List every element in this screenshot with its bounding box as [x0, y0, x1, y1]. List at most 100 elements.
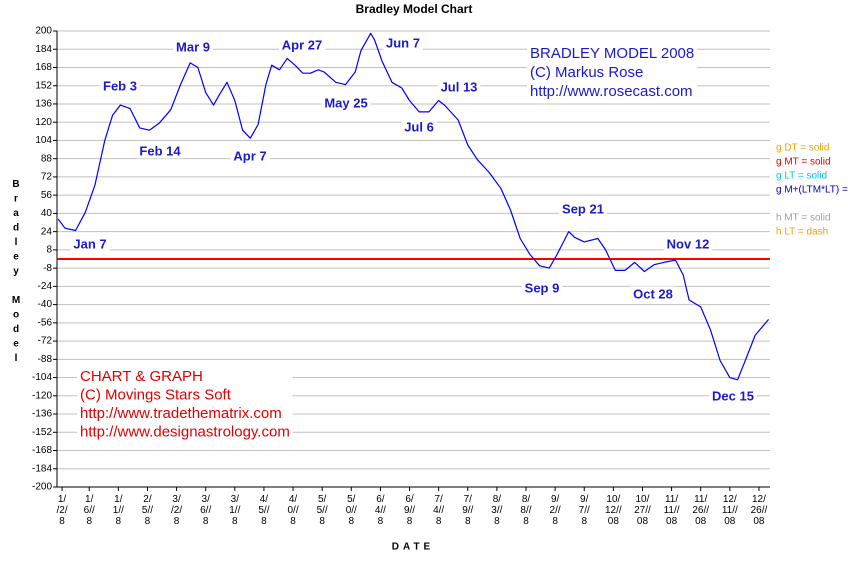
x-tick-label: 2/5//8 — [142, 494, 153, 527]
legend-entry: g DT = solid — [776, 143, 829, 154]
legend-entry: g LT = solid — [776, 171, 827, 182]
annotation-text: Jul 13 — [441, 79, 478, 94]
annotation-text: Dec 15 — [712, 388, 754, 403]
y-tick-label: 200 — [35, 26, 52, 37]
annotation: Jul 13 — [437, 79, 481, 95]
annotation: Jul 6 — [401, 119, 437, 135]
annotation-text: Nov 12 — [667, 236, 710, 251]
annotation-text: Oct 28 — [633, 286, 673, 301]
x-tick-label: 6/4//8 — [375, 494, 386, 527]
text-block-line: http://www.rosecast.com — [530, 83, 693, 100]
annotation-text: May 25 — [324, 95, 367, 110]
x-tick-label: 3/1//8 — [229, 494, 240, 527]
y-tick-label: -56 — [38, 317, 53, 328]
text-block-line: (C) Markus Rose — [530, 64, 643, 81]
y-tick-label: 8 — [46, 245, 52, 256]
y-tick-label: 184 — [35, 44, 52, 55]
x-tick-label: 7/9//8 — [462, 494, 473, 527]
x-tick-label: 12/11//08 — [722, 494, 738, 527]
y-tick-label: 72 — [41, 172, 53, 183]
y-tick-label: -104 — [32, 372, 52, 383]
y-tick-label: -168 — [32, 445, 52, 456]
line-series — [57, 32, 770, 381]
x-tick-label: 1/1//8 — [113, 494, 124, 527]
annotation: May 25 — [321, 95, 371, 111]
annotation: Oct 28 — [630, 286, 676, 302]
y-tick-label: -152 — [32, 427, 52, 438]
annotation: Dec 15 — [709, 388, 757, 404]
annotation-text: Apr 7 — [233, 148, 266, 163]
x-tick-label: 12/26//08 — [751, 494, 768, 527]
x-tick-label: 5/5//8 — [317, 494, 328, 527]
x-tick-label: 8/8//8 — [520, 494, 531, 527]
annotation: Apr 27 — [278, 37, 326, 53]
annotation: Sep 21 — [559, 201, 607, 217]
x-tick-label: 3/6//8 — [200, 494, 211, 527]
annotation-bg — [100, 78, 140, 94]
annotation: Jun 7 — [383, 35, 423, 51]
annotation-bg — [70, 236, 110, 252]
x-tick-label: 5/0//8 — [346, 494, 357, 527]
y-tick-label: 120 — [35, 117, 52, 128]
x-tick-label: 3//2/8 — [171, 494, 182, 527]
annotation-text: Apr 27 — [282, 37, 322, 52]
x-tick-label: 10/12//08 — [605, 494, 622, 527]
annotation: Feb 14 — [136, 143, 185, 159]
x-tick-label: 1//2/8 — [56, 494, 67, 527]
annotation-bg — [136, 143, 185, 159]
text-block-line: CHART & GRAPH — [80, 368, 203, 385]
x-tick-label: 4/0//8 — [287, 494, 298, 527]
text-block-line: http://www.tradethematrix.com — [80, 405, 282, 422]
legend-entry: h LT = dash — [776, 227, 828, 238]
x-tick-label: 11/26//08 — [692, 494, 709, 527]
annotation-bg — [709, 388, 757, 404]
annotation-bg — [401, 119, 437, 135]
y-tick-label: -184 — [32, 463, 52, 474]
legend-entry: g M+(LTM*LT) = — [776, 185, 848, 196]
y-tick-label: 136 — [35, 99, 52, 110]
y-tick-label: -120 — [32, 390, 52, 401]
y-tick-label: 24 — [41, 226, 53, 237]
annotation-bg — [630, 286, 676, 302]
y-tick-label: 152 — [35, 80, 52, 91]
x-tick-label: 7/4//8 — [433, 494, 444, 527]
x-tick-label: 1/6//8 — [84, 494, 95, 527]
annotation-bg — [521, 280, 563, 296]
annotation-bg — [383, 35, 423, 51]
annotation-bg — [321, 95, 371, 111]
annotation-bg — [559, 201, 607, 217]
annotation: Mar 9 — [173, 39, 213, 55]
annotation: Jan 7 — [70, 236, 110, 252]
annotation-text: Feb 14 — [139, 143, 181, 158]
annotation-text: Jun 7 — [386, 35, 420, 50]
annotation-bg — [173, 39, 213, 55]
x-tick-label: 11/11//08 — [664, 494, 680, 527]
y-tick-label: -8 — [43, 263, 52, 274]
x-tick-label: 9/2//8 — [550, 494, 561, 527]
annotation: Apr 7 — [230, 148, 270, 164]
text-block-line: http://www.designastrology.com — [80, 423, 290, 440]
annotation-bg — [278, 37, 326, 53]
y-tick-label: 56 — [41, 190, 53, 201]
y-tick-label: 104 — [35, 135, 52, 146]
y-tick-label: -200 — [32, 482, 52, 493]
x-tick-label: 10/27//08 — [634, 494, 651, 527]
x-tick-label: 9/7//8 — [579, 494, 590, 527]
y-tick-label: 88 — [41, 153, 53, 164]
annotation-text: Jul 6 — [404, 119, 434, 134]
x-tick-label: 4/5//8 — [258, 494, 269, 527]
y-tick-label: -40 — [38, 299, 53, 310]
annotation-text: Jan 7 — [73, 236, 106, 251]
x-tick-label: 6/9//8 — [404, 494, 415, 527]
text-block-line: BRADLEY MODEL 2008 — [530, 45, 694, 62]
annotation: Feb 3 — [100, 78, 140, 94]
x-tick-label: 8/3//8 — [491, 494, 502, 527]
legend-entry: h MT = solid — [776, 213, 831, 224]
annotation-text: Sep 9 — [525, 280, 560, 295]
text-block-bg — [527, 44, 698, 100]
y-tick-label: -24 — [38, 281, 53, 292]
text-block: BRADLEY MODEL 2008 (C) Markus Rose http://… — [527, 44, 698, 100]
text-block-line: (C) Movings Stars Soft — [80, 386, 232, 403]
y-tick-label: -136 — [32, 409, 52, 420]
